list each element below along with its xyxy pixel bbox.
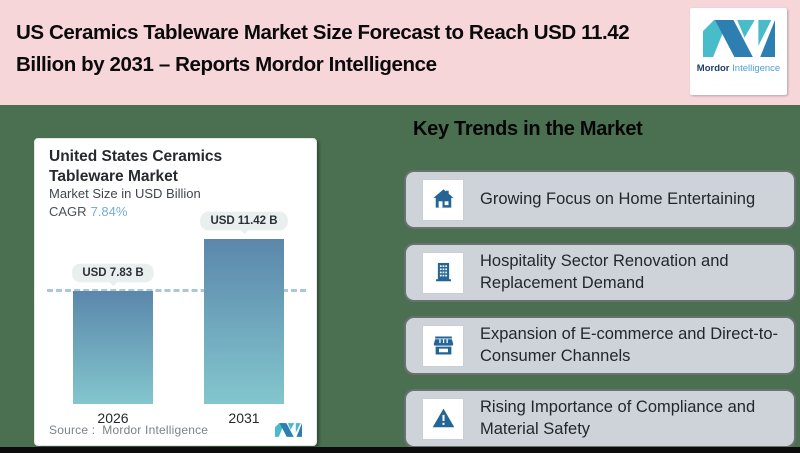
storefront-icon	[433, 336, 453, 355]
source-line: Source : Mordor Intelligence	[49, 423, 208, 437]
icon-box	[422, 178, 464, 221]
mordor-logo-icon	[702, 20, 775, 57]
trend-card-ecommerce: Expansion of E-commerce and Direct-to-Co…	[404, 316, 796, 375]
axis-label-2031: 2031	[228, 410, 260, 426]
market-chart-card: United States Ceramics Tableware Market …	[34, 138, 317, 446]
logo-brand-bold: Mordor	[696, 63, 730, 74]
bar-2031	[204, 239, 284, 404]
reference-dashed-line	[47, 289, 306, 292]
header-band	[0, 0, 800, 105]
logo-wordmark: Mordor Intelligence	[697, 63, 780, 74]
trend-card-compliance: Rising Importance of Compliance and Mate…	[404, 389, 796, 448]
bottom-black-strip	[0, 447, 800, 453]
warning-icon	[432, 408, 454, 428]
home-icon	[432, 189, 454, 208]
page-title: US Ceramics Tableware Market Size Foreca…	[16, 21, 630, 76]
icon-box	[422, 251, 464, 294]
trend-text: Expansion of E-commerce and Direct-to-Co…	[480, 325, 779, 365]
trend-text: Hospitality Sector Renovation and Replac…	[480, 252, 729, 292]
cagr-line: CAGR 7.84%	[49, 204, 127, 219]
trends-heading: Key Trends in the Market	[413, 118, 643, 140]
chart-title: United States Ceramics Tableware Market	[49, 148, 223, 186]
source-value: Mordor Intelligence	[102, 423, 209, 437]
bar-plot: USD 7.83 B USD 11.42 B	[47, 212, 306, 404]
trend-text: Rising Importance of Compliance and Mate…	[480, 398, 756, 438]
logo-brand-light: Intelligence	[732, 63, 781, 74]
bar-2026	[73, 291, 153, 404]
cagr-label: CAGR	[49, 204, 87, 219]
icon-box	[422, 324, 464, 367]
mini-mordor-logo-icon	[275, 423, 302, 437]
trend-card-hospitality: Hospitality Sector Renovation and Replac…	[404, 243, 796, 302]
trend-text: Growing Focus on Home Entertaining	[480, 189, 756, 208]
chart-subtitle: Market Size in USD Billion	[49, 186, 201, 201]
cagr-value: 7.84%	[90, 204, 128, 219]
value-label-2031: USD 11.42 B	[200, 212, 288, 230]
source-label: Source :	[49, 423, 96, 437]
value-label-2026: USD 7.83 B	[72, 264, 154, 282]
mordor-intelligence-logo: Mordor Intelligence	[690, 8, 787, 95]
icon-box	[422, 397, 464, 440]
building-icon	[435, 262, 451, 282]
trend-card-home-entertaining: Growing Focus on Home Entertaining	[404, 170, 796, 229]
axis-label-2026: 2026	[97, 410, 129, 426]
